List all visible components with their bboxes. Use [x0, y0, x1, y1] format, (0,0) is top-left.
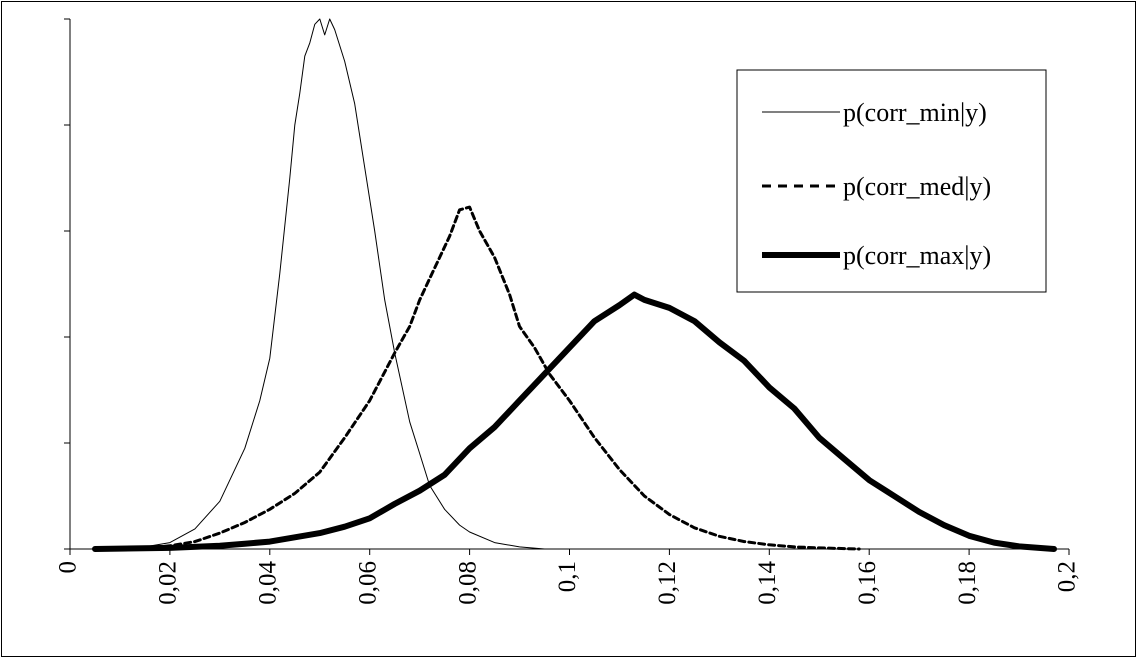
- x-tick-label: 0,08: [454, 561, 481, 605]
- x-tick-label: 0,2: [1054, 561, 1081, 592]
- x-tick-label: 0: [55, 561, 82, 574]
- x-tick-label: 0,1: [554, 561, 581, 592]
- series-line-2: [93, 205, 861, 551]
- series-line-3: [92, 291, 1057, 552]
- x-tick-labels: 0 0,02 0,04 0,06 0,08 0,1 0,12 0,14 0,16 0,18 0,2: [55, 561, 1081, 605]
- x-tick-label: 0,14: [754, 561, 781, 605]
- x-tick-label: 0,06: [354, 561, 381, 605]
- legend: p(corr_min|y) p(corr_med|y) p(corr_max|y): [736, 69, 1047, 293]
- x-tick-label: 0,04: [255, 561, 282, 605]
- x-tick-label: 0,16: [854, 561, 881, 605]
- legend-items: p(corr_min|y) p(corr_med|y) p(corr_max|y): [762, 98, 991, 270]
- series-layer: [89, 18, 1057, 552]
- series-line-1: [89, 18, 545, 550]
- x-tick-label: 0,12: [654, 561, 681, 605]
- axes: [64, 18, 1070, 555]
- legend-label-3: p(corr_max|y): [843, 241, 991, 270]
- legend-label-1: p(corr_min|y): [843, 98, 987, 127]
- x-tick-label: 0,02: [155, 561, 182, 605]
- x-tick-label: 0,18: [954, 561, 981, 605]
- legend-label-2: p(corr_med|y): [843, 172, 991, 201]
